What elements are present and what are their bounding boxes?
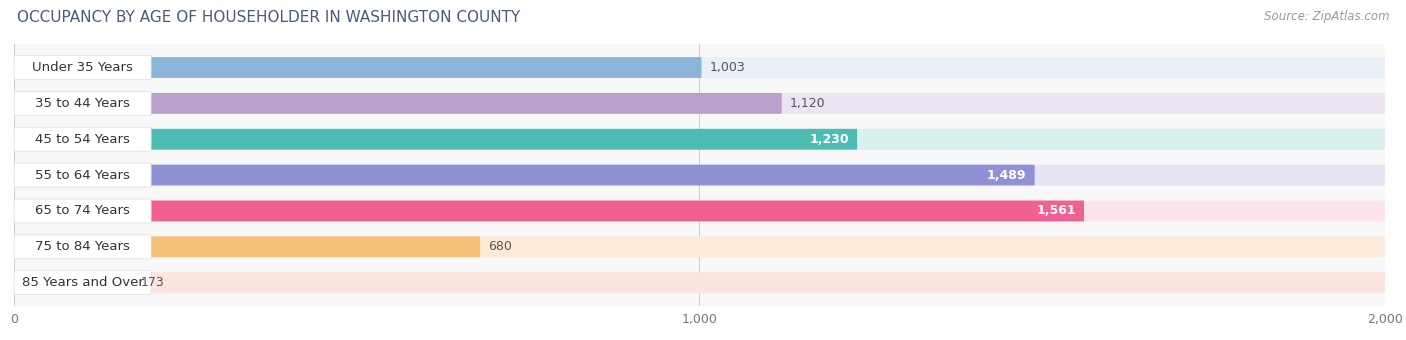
FancyBboxPatch shape	[14, 272, 1385, 293]
Text: 45 to 54 Years: 45 to 54 Years	[35, 133, 129, 146]
Text: 680: 680	[488, 240, 512, 253]
Text: 1,003: 1,003	[710, 61, 745, 74]
Text: Source: ZipAtlas.com: Source: ZipAtlas.com	[1264, 10, 1389, 23]
Text: 55 to 64 Years: 55 to 64 Years	[35, 169, 129, 182]
Text: 75 to 84 Years: 75 to 84 Years	[35, 240, 129, 253]
FancyBboxPatch shape	[14, 129, 1385, 150]
FancyBboxPatch shape	[14, 199, 152, 223]
FancyBboxPatch shape	[14, 57, 1385, 78]
FancyBboxPatch shape	[14, 165, 1385, 186]
Text: 1,230: 1,230	[810, 133, 849, 146]
FancyBboxPatch shape	[14, 93, 782, 114]
FancyBboxPatch shape	[14, 165, 1035, 186]
FancyBboxPatch shape	[14, 271, 152, 295]
FancyBboxPatch shape	[14, 201, 1084, 221]
FancyBboxPatch shape	[14, 236, 1385, 257]
FancyBboxPatch shape	[14, 272, 132, 293]
FancyBboxPatch shape	[14, 236, 481, 257]
Text: 65 to 74 Years: 65 to 74 Years	[35, 204, 129, 218]
FancyBboxPatch shape	[14, 163, 152, 187]
FancyBboxPatch shape	[14, 91, 152, 115]
Text: 85 Years and Over: 85 Years and Over	[21, 276, 143, 289]
Text: 1,120: 1,120	[790, 97, 825, 110]
Text: OCCUPANCY BY AGE OF HOUSEHOLDER IN WASHINGTON COUNTY: OCCUPANCY BY AGE OF HOUSEHOLDER IN WASHI…	[17, 10, 520, 25]
Text: 35 to 44 Years: 35 to 44 Years	[35, 97, 129, 110]
FancyBboxPatch shape	[14, 129, 858, 150]
FancyBboxPatch shape	[14, 201, 1385, 221]
FancyBboxPatch shape	[14, 57, 702, 78]
FancyBboxPatch shape	[14, 235, 152, 259]
FancyBboxPatch shape	[14, 93, 1385, 114]
FancyBboxPatch shape	[14, 127, 152, 151]
Text: 1,561: 1,561	[1036, 204, 1076, 218]
FancyBboxPatch shape	[14, 55, 152, 80]
Text: 1,489: 1,489	[987, 169, 1026, 182]
Text: 173: 173	[141, 276, 165, 289]
Text: Under 35 Years: Under 35 Years	[32, 61, 134, 74]
